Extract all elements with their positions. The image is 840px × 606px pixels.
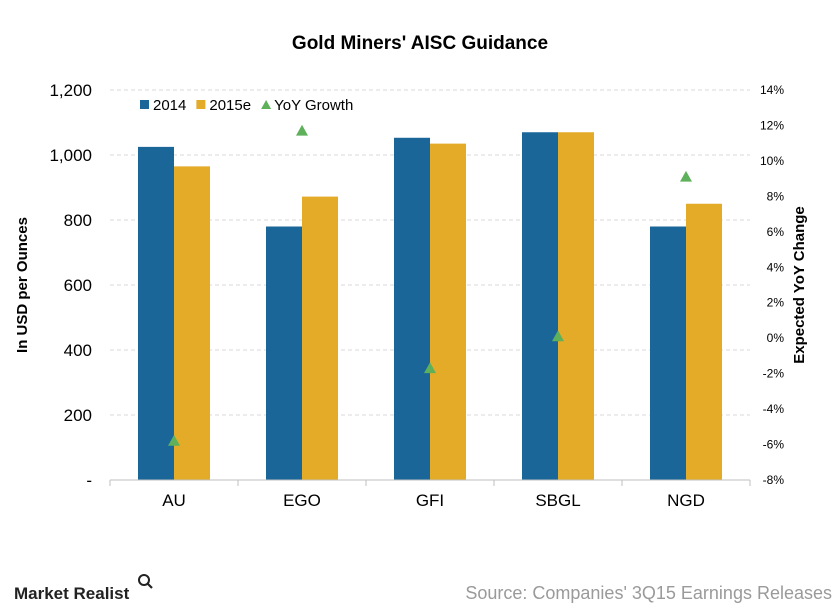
source-note: Source: Companies' 3Q15 Earnings Release… — [465, 583, 832, 603]
bar-2015e-au — [174, 166, 210, 480]
category-label: EGO — [283, 491, 321, 510]
legend-swatch-yoy-growth — [261, 100, 272, 109]
y-tick-label-right: -4% — [763, 402, 785, 416]
legend-label-2015e: 2015e — [209, 97, 251, 114]
gridlines — [110, 89, 750, 416]
category-labels: AU EGO GFI SBGL NGD — [162, 491, 705, 510]
left-axis-ticks: - 200 400 600 800 1,000 1,200 — [49, 81, 92, 490]
yoy-marker-ego — [296, 124, 308, 136]
category-label: NGD — [667, 491, 705, 510]
y-tick-label-right: 4% — [767, 260, 785, 274]
bar-2015e-ego — [302, 196, 338, 480]
y-tick-label-right: 12% — [760, 118, 784, 132]
yoy-markers — [168, 124, 692, 446]
y-tick-label-left: 200 — [64, 406, 92, 425]
bar-2015e-gfi — [430, 143, 466, 480]
bar-2014-ngd — [650, 226, 686, 480]
yoy-marker-gfi — [424, 362, 436, 374]
yoy-marker-ngd — [680, 170, 692, 182]
y-tick-label-left: 800 — [64, 211, 92, 230]
bar-2014-au — [138, 146, 174, 480]
y-tick-label-right: 0% — [767, 331, 785, 345]
y-tick-label-right: 8% — [767, 189, 785, 203]
bar-2015e-sbgl — [558, 132, 594, 480]
y-tick-label-right: 14% — [760, 83, 784, 97]
legend-swatch-2015e — [196, 100, 206, 109]
bar-2015e-ngd — [686, 203, 722, 480]
y-tick-label-right: -2% — [763, 367, 785, 381]
market-realist-logo: Market Realist — [14, 574, 153, 603]
axes — [109, 479, 751, 486]
y-tick-label-right: 2% — [767, 296, 785, 310]
legend-swatch-2014 — [140, 100, 149, 109]
y-tick-label-left: 600 — [64, 276, 92, 295]
bar-2014-ego — [266, 226, 302, 480]
y-tick-label-right: -6% — [763, 438, 785, 452]
right-axis-ticks: -8% -6% -4% -2% 0% 2% 4% 6% 8% 10% 12% 14% — [760, 83, 784, 487]
chart-title: Gold Miners' AISC Guidance — [292, 33, 548, 54]
category-label: AU — [162, 491, 186, 510]
category-label: SBGL — [535, 491, 580, 510]
magnifier-icon — [138, 574, 153, 589]
y-tick-label-right: -8% — [763, 473, 785, 487]
y-tick-label-left: 1,200 — [49, 81, 92, 100]
yoy-marker-sbgl — [552, 330, 564, 342]
bar-2014-gfi — [394, 137, 430, 480]
y-tick-label-right: 10% — [760, 154, 784, 168]
legend: 2014 2015e YoY Growth — [140, 97, 353, 114]
category-label: GFI — [416, 491, 444, 510]
logo-text: Market Realist — [14, 584, 130, 603]
yoy-marker-au — [168, 435, 180, 446]
y-tick-label-left: 1,000 — [49, 146, 92, 165]
legend-label-2014: 2014 — [153, 97, 186, 114]
bars — [138, 132, 722, 480]
y-axis-label-left: In USD per Ounces — [14, 217, 31, 353]
legend-label-yoy-growth: YoY Growth — [274, 97, 353, 114]
bar-2014-sbgl — [522, 132, 558, 480]
y-axis-label-right: Expected YoY Change — [791, 206, 808, 364]
y-tick-label-right: 6% — [767, 225, 785, 239]
y-tick-label-left: 400 — [64, 341, 92, 360]
y-tick-label-left: - — [86, 471, 92, 490]
